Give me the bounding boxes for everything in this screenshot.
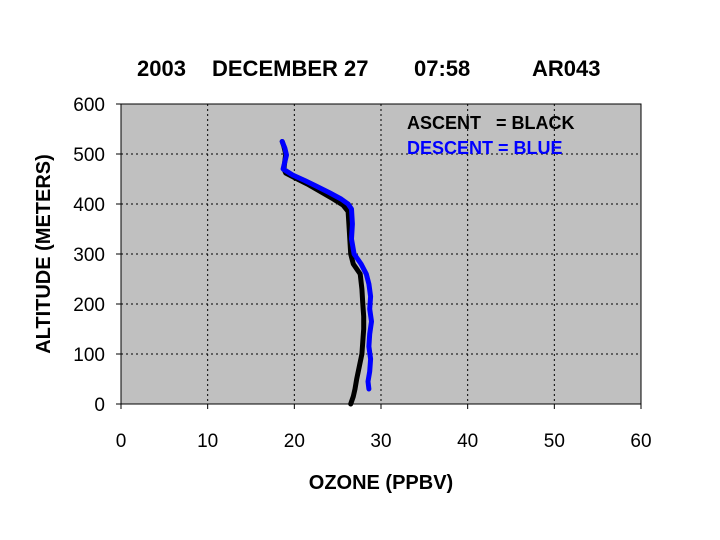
x-tick-label: 50	[544, 431, 565, 452]
chart-title-year: 2003	[137, 56, 186, 81]
chart-title-flight: AR043	[532, 56, 600, 81]
y-axis-title: ALTITUDE (METERS)	[33, 154, 55, 354]
descent-series-line	[279, 139, 374, 392]
chart-title-time: 07:58	[414, 56, 470, 81]
y-tick-label: 100	[73, 345, 105, 366]
x-tick-label: 30	[370, 431, 391, 452]
legend-descent: DESCENT = BLUE	[407, 138, 563, 158]
grid-lines	[121, 104, 641, 404]
x-tick-label: 10	[197, 431, 218, 452]
y-tick-label: 300	[73, 245, 105, 266]
x-tick-label: 0	[116, 431, 127, 452]
x-tick-label: 60	[630, 431, 651, 452]
y-tick-label: 400	[73, 195, 105, 216]
y-axis-ticks: 0 100 200 300 400 500 600	[73, 95, 121, 416]
x-axis-ticks: 0 10 20 30 40 50 60	[116, 404, 652, 452]
y-tick-label: 0	[94, 395, 105, 416]
x-tick-label: 40	[457, 431, 478, 452]
legend-ascent: ASCENT = BLACK	[407, 113, 575, 133]
chart-title-date: DECEMBER 27	[212, 56, 368, 81]
data-series	[279, 139, 374, 407]
y-tick-label: 600	[73, 95, 105, 116]
y-tick-label: 200	[73, 295, 105, 316]
y-tick-label: 500	[73, 145, 105, 166]
x-tick-label: 20	[284, 431, 305, 452]
x-axis-title: OZONE (PPBV)	[309, 472, 453, 494]
